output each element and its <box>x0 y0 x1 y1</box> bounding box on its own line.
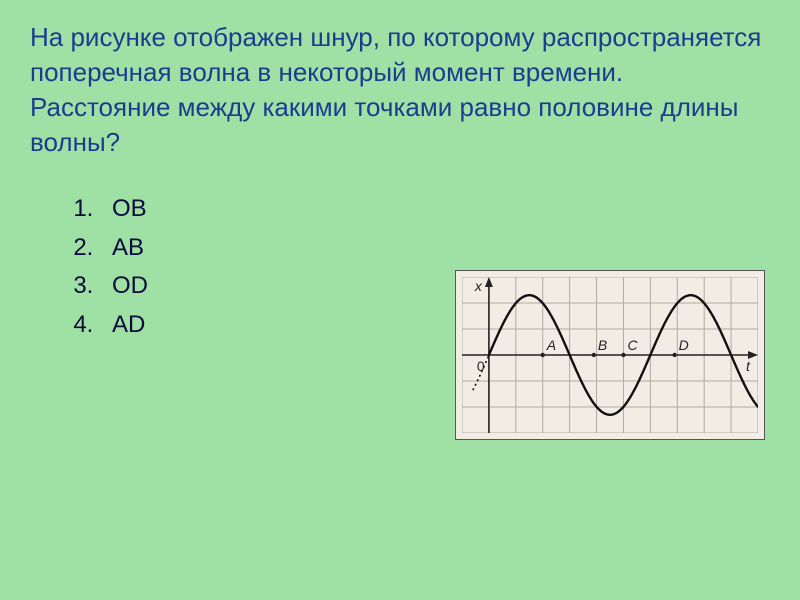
option-2: AB <box>100 229 770 267</box>
svg-text:x: x <box>474 278 483 294</box>
svg-text:C: C <box>627 337 638 353</box>
svg-text:D: D <box>679 337 689 353</box>
option-1: OB <box>100 190 770 228</box>
question-text: На рисунке отображен шнур, по которому р… <box>30 20 770 160</box>
wave-svg: xt0ABCD <box>462 277 758 433</box>
wave-chart: xt0ABCD <box>455 270 765 440</box>
svg-text:B: B <box>598 337 607 353</box>
svg-text:A: A <box>546 337 556 353</box>
